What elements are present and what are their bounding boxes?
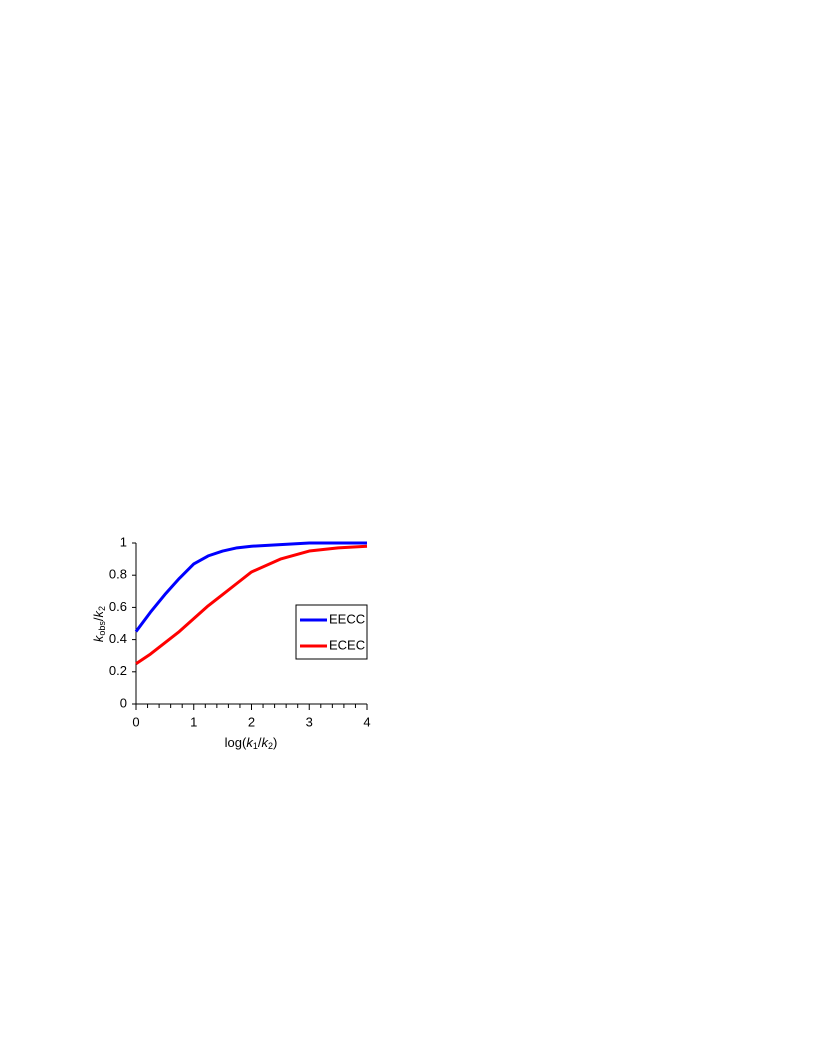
y-tick-label: 0.8 — [109, 567, 127, 582]
y-label-part: obs — [97, 621, 107, 636]
x-tick-label: 2 — [248, 714, 255, 729]
y-tick-label: 1 — [120, 534, 127, 549]
x-tick-label: 3 — [306, 714, 313, 729]
y-tick-label: 0.4 — [109, 631, 127, 646]
x-tick-label: 4 — [363, 714, 370, 729]
y-tick-label: 0.6 — [109, 599, 127, 614]
y-label-part: k — [91, 609, 106, 617]
y-tick-label: 0 — [120, 695, 127, 710]
x-label-part: 2 — [268, 741, 273, 751]
x-axis-label: log(k1/k2) — [225, 735, 278, 751]
x-label-part: / — [258, 735, 262, 750]
legend-box — [295, 604, 368, 660]
legend-label: ECEC — [329, 637, 365, 652]
y-axis-label: kobs/k2 — [91, 606, 107, 642]
x-label-part: 1 — [253, 741, 258, 751]
x-label-part: k — [261, 735, 269, 750]
y-tick-label: 0.2 — [109, 663, 127, 678]
line-series — [135, 544, 368, 665]
legend-label: EECC — [329, 611, 365, 626]
x-label-part: k — [246, 735, 254, 750]
line-series — [134, 541, 367, 633]
y-label-part: k — [91, 634, 106, 642]
y-label-part: / — [91, 617, 106, 621]
y-label-part: 2 — [97, 606, 107, 611]
x-label-part: ) — [273, 735, 277, 750]
x-tick-label: 1 — [190, 714, 197, 729]
x-label-part: log( — [225, 735, 247, 750]
x-tick-label: 0 — [132, 714, 139, 729]
